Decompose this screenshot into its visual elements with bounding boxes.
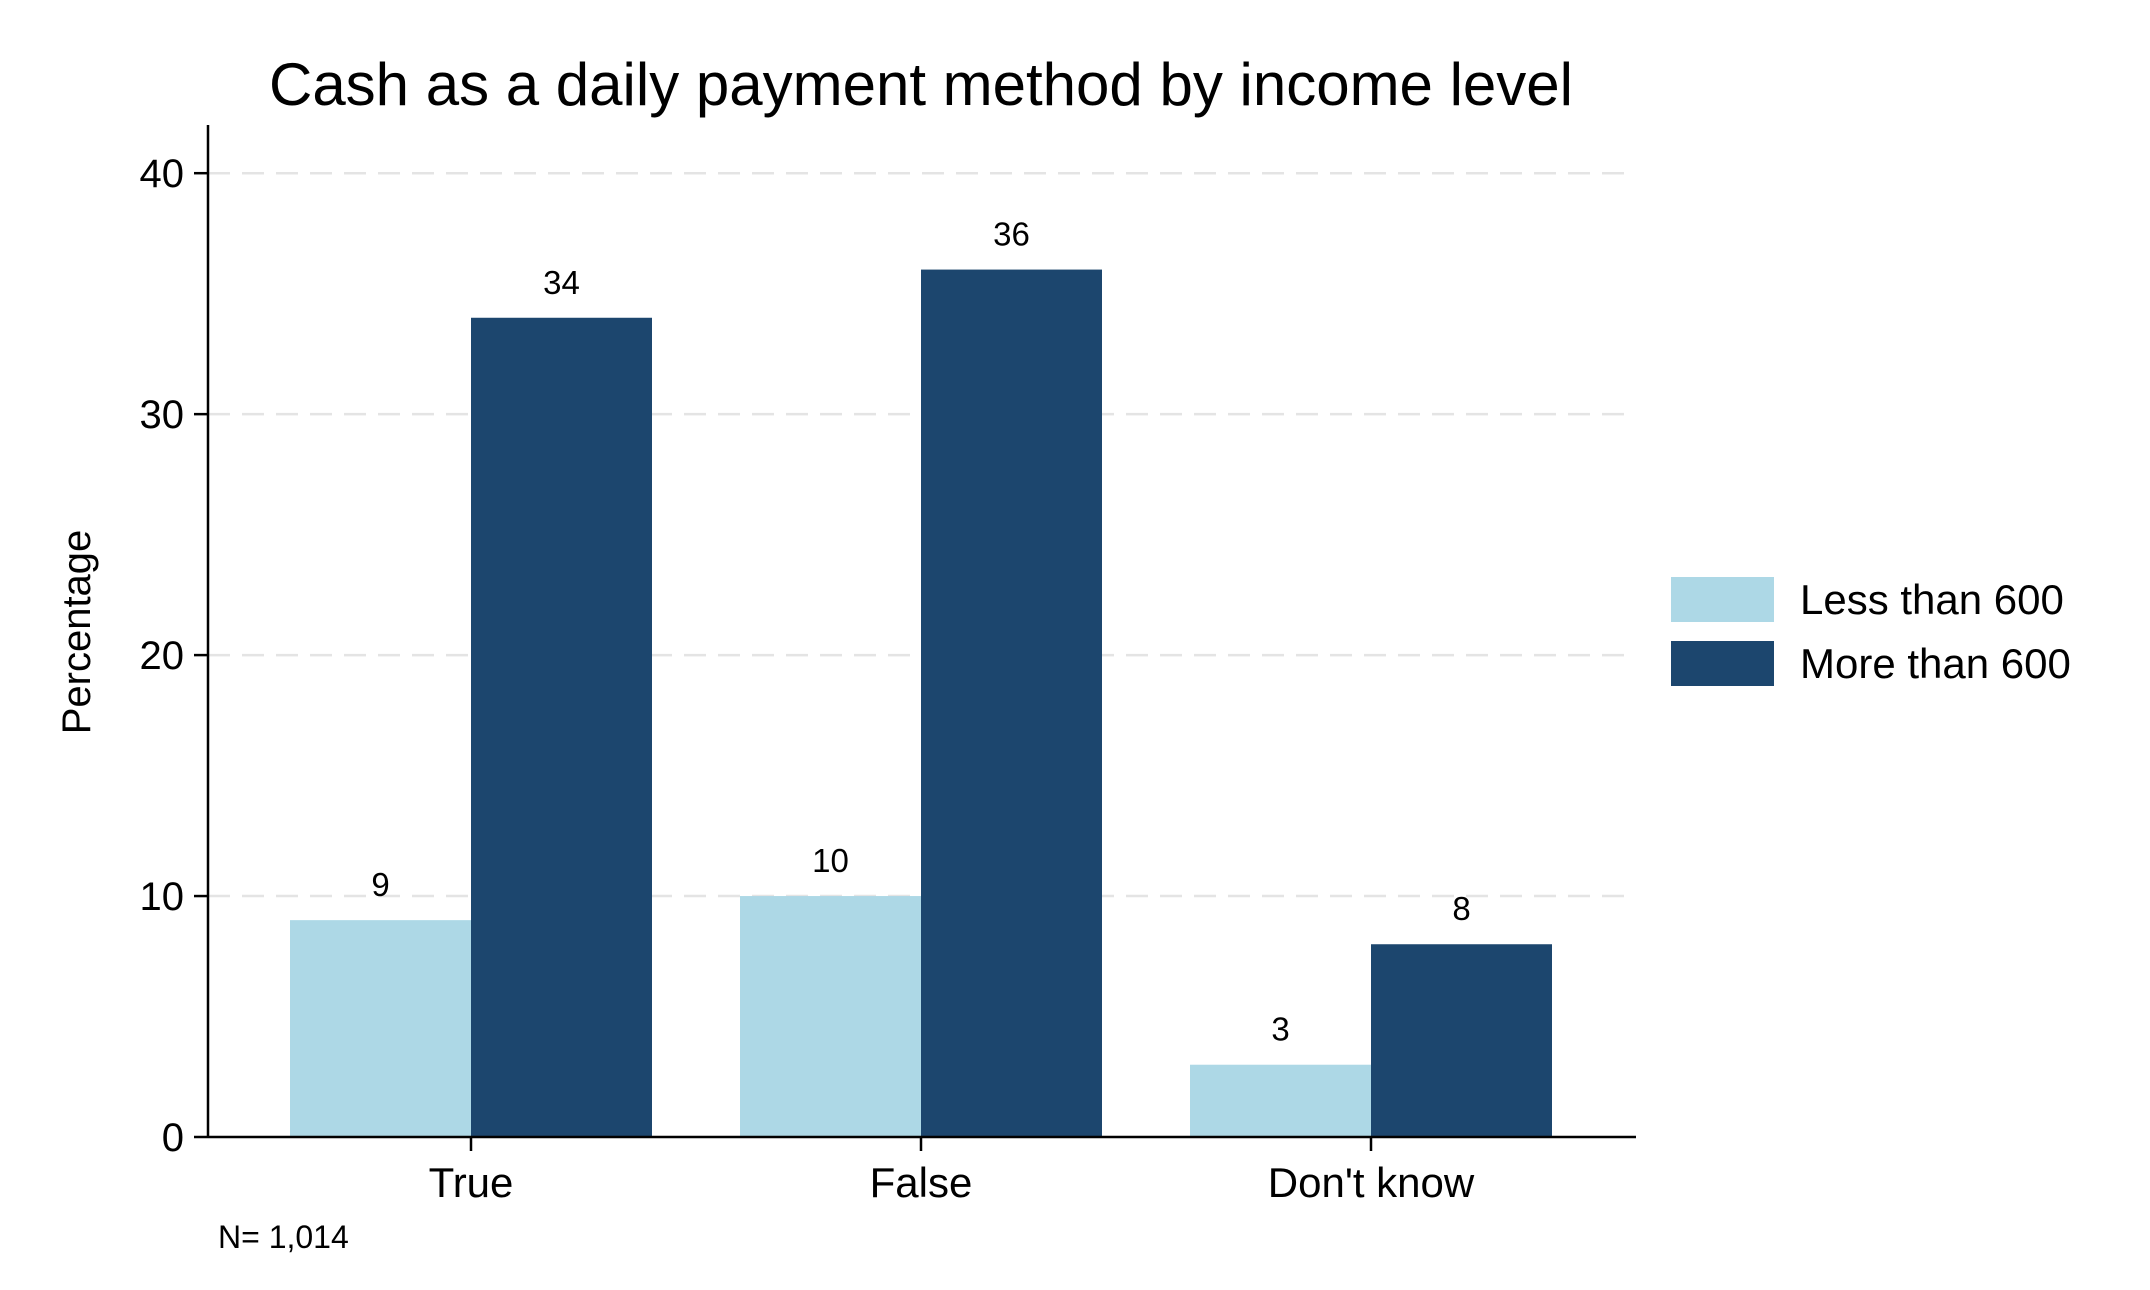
x-tick-label: True [429, 1159, 514, 1206]
x-ticks: True False Don't know [429, 1137, 1475, 1206]
data-label: 36 [993, 216, 1030, 253]
bar [471, 317, 652, 1137]
data-labels: 9 34 10 36 3 8 [371, 216, 1470, 1048]
bar [290, 920, 471, 1137]
sample-size-note: N= 1,014 [218, 1219, 349, 1255]
y-tick-label: 40 [140, 152, 185, 196]
legend-swatch [1671, 577, 1774, 622]
legend-label: Less than 600 [1800, 576, 2064, 623]
bar [1371, 944, 1552, 1137]
legend-swatch [1671, 641, 1774, 686]
bar [921, 269, 1102, 1138]
chart-title: Cash as a daily payment method by income… [269, 51, 1573, 118]
legend-label: More than 600 [1800, 640, 2071, 687]
data-label: 8 [1452, 890, 1470, 927]
data-label: 10 [812, 842, 849, 879]
data-label: 34 [543, 264, 580, 301]
bar [1190, 1064, 1371, 1137]
x-tick-label: Don't know [1268, 1159, 1475, 1206]
bars [290, 269, 1552, 1138]
y-tick-label: 30 [140, 393, 185, 437]
y-tick-label: 20 [140, 634, 185, 678]
y-tick-label: 0 [162, 1116, 184, 1160]
data-label: 9 [371, 866, 389, 903]
y-ticks: 0 10 20 30 40 [140, 152, 208, 1160]
data-label: 3 [1271, 1011, 1289, 1048]
legend: Less than 600 More than 600 [1671, 576, 2071, 687]
x-tick-label: False [870, 1159, 973, 1206]
bar [740, 896, 921, 1137]
y-axis-label: Percentage [55, 530, 99, 735]
y-tick-label: 10 [140, 875, 185, 919]
